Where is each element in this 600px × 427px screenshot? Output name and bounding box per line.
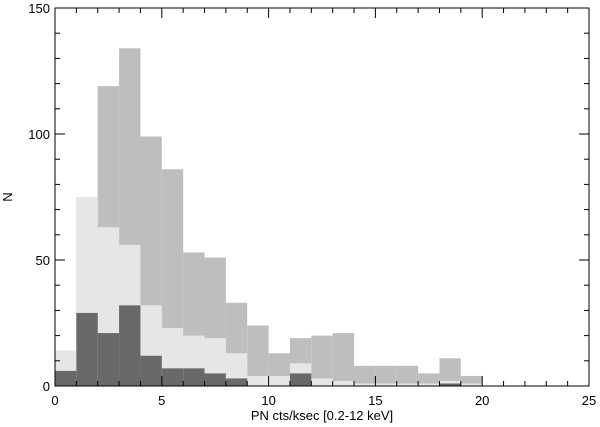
histogram-bar-s2-b3 <box>119 305 141 386</box>
plot-frame <box>54 7 590 387</box>
y-tick-label: 0 <box>43 379 50 394</box>
histogram-bar-s0-b18 <box>439 358 461 386</box>
x-axis-title: PN cts/ksec [0.2-12 keV] <box>251 408 393 423</box>
x-tick-label: 0 <box>51 393 58 408</box>
histogram-bar-s1-b9 <box>247 375 269 386</box>
x-tick-label: 20 <box>475 393 489 408</box>
histogram-bar-s0-b13 <box>332 333 355 386</box>
x-tick-label: 25 <box>582 393 596 408</box>
histogram-bar-s1-b18 <box>439 380 461 386</box>
axis-tick-labels: 0 5 10 15 20 25 0 50 100 150 <box>28 1 596 408</box>
histogram-bar-s2-b4 <box>140 355 162 386</box>
y-axis-title: N <box>0 192 15 201</box>
axis-ticks <box>54 7 590 387</box>
y-tick-label: 150 <box>28 1 50 16</box>
histogram-bar-s2-b5 <box>161 368 184 386</box>
histogram-bar-s2-b1 <box>76 312 98 386</box>
histogram-bar-s1-b15 <box>375 383 397 386</box>
y-tick-label: 50 <box>36 253 50 268</box>
histogram-bar-s2-b6 <box>183 368 205 386</box>
histogram-bar-s2-b8 <box>225 378 248 386</box>
histogram-bar-s0-b19 <box>460 375 483 386</box>
histogram-bar-s0-b16 <box>396 365 419 386</box>
histogram-bar-s0-b15 <box>375 365 397 386</box>
histogram-bar-s0-b12 <box>311 335 333 386</box>
histogram-bar-s2-b11 <box>289 373 312 386</box>
x-tick-label: 15 <box>368 393 382 408</box>
histogram-bar-s2-b7 <box>204 373 226 386</box>
histogram-bar-s1-b12 <box>311 378 333 386</box>
histogram-bars <box>55 48 483 387</box>
histogram-bar-s0-b14 <box>354 365 376 386</box>
histogram-bar-s2-b2 <box>97 333 120 386</box>
histogram-bar-s0-b17 <box>418 373 440 386</box>
histogram-bar-s1-b19 <box>460 383 483 386</box>
histogram-bar-s1-b10 <box>268 375 290 386</box>
histogram-bar-s2-b18 <box>439 383 461 386</box>
x-tick-label: 5 <box>158 393 165 408</box>
histogram-bar-s1-b16 <box>396 383 419 386</box>
y-tick-label: 100 <box>28 127 50 142</box>
x-tick-label: 10 <box>261 393 275 408</box>
histogram-bar-s2-b0 <box>55 370 77 386</box>
histogram-bar-s1-b14 <box>354 383 376 386</box>
histogram-bar-s1-b17 <box>418 383 440 386</box>
histogram-bar-s1-b13 <box>332 380 355 386</box>
histogram-bar-s0-b9 <box>247 325 269 386</box>
histogram-bar-s1-b8 <box>225 353 248 386</box>
